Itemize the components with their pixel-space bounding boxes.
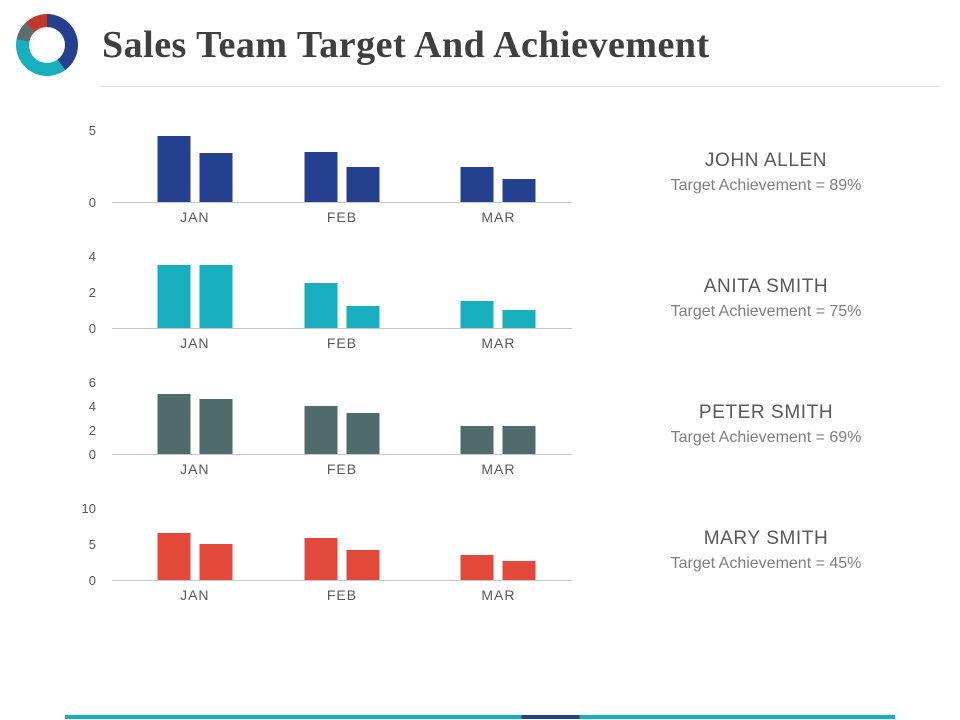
person-info: MARY SMITH Target Achievement = 45% xyxy=(572,509,960,609)
bar xyxy=(157,394,191,454)
person-name: MARY SMITH xyxy=(703,527,829,549)
bar-chart: 0 2 4 JAN FEB MAR xyxy=(66,250,572,357)
bar-group xyxy=(304,283,380,328)
chart-row: 0 5 JAN FEB MAR JOHN ALLEN Target Achievement … xyxy=(66,124,960,231)
bar-group xyxy=(157,265,233,328)
category-label: FEB xyxy=(326,209,358,225)
y-tick-label: 6 xyxy=(88,375,96,390)
achievement-caption: Target Achievement = 69% xyxy=(670,428,862,446)
bar xyxy=(199,265,233,328)
bar xyxy=(304,151,338,202)
bar-group xyxy=(157,135,233,202)
category-label: JAN xyxy=(180,461,210,477)
chart-row: 0 2 4 6 JAN FEB MAR PETER SMITH Target Achieveme… xyxy=(66,376,960,483)
bar xyxy=(199,544,233,580)
bar xyxy=(460,167,494,202)
category-label: FEB xyxy=(326,335,358,351)
bar xyxy=(460,301,494,328)
bar-group xyxy=(460,167,536,202)
slide-header: Sales Team Target And Achievement xyxy=(0,0,960,76)
y-tick-label: 5 xyxy=(88,537,96,552)
person-info: JOHN ALLEN Target Achievement = 89% xyxy=(572,131,960,231)
y-axis: 0 2 4 6 xyxy=(66,376,104,461)
person-name: ANITA SMITH xyxy=(703,275,829,297)
bar-group xyxy=(157,394,233,454)
achievement-caption: Target Achievement = 75% xyxy=(670,302,862,320)
bar-chart: 0 5 10 JAN FEB MAR xyxy=(66,502,572,609)
bar xyxy=(502,178,536,202)
page-title: Sales Team Target And Achievement xyxy=(102,24,710,66)
bar xyxy=(157,265,191,328)
person-info: ANITA SMITH Target Achievement = 75% xyxy=(572,257,960,357)
bar xyxy=(199,153,233,202)
category-label: MAR xyxy=(481,587,516,603)
plot-area: JAN FEB MAR xyxy=(112,257,572,351)
y-tick-label: 10 xyxy=(81,501,96,516)
footer-accent-stripe xyxy=(65,715,895,719)
bar-group xyxy=(304,538,380,580)
category-label: JAN xyxy=(180,335,210,351)
bar xyxy=(346,413,380,454)
person-name: JOHN ALLEN xyxy=(704,149,828,171)
bar xyxy=(346,549,380,580)
y-tick-label: 4 xyxy=(88,249,96,264)
y-tick-label: 4 xyxy=(88,399,96,414)
category-label: JAN xyxy=(180,209,210,225)
y-tick-label: 0 xyxy=(88,321,96,336)
bar-group xyxy=(304,151,380,202)
bar-chart: 0 2 4 6 JAN FEB MAR xyxy=(66,376,572,483)
bar xyxy=(199,398,233,454)
bar xyxy=(460,426,494,454)
donut-logo-icon xyxy=(16,14,78,76)
bar xyxy=(157,135,191,202)
category-label: JAN xyxy=(180,587,210,603)
chart-row: 0 5 10 JAN FEB MAR MARY SMITH Target Achievemen… xyxy=(66,502,960,609)
charts-area: 0 5 JAN FEB MAR JOHN ALLEN Target Achievement … xyxy=(0,87,960,609)
bar xyxy=(502,560,536,580)
category-label: FEB xyxy=(326,461,358,477)
y-tick-label: 2 xyxy=(88,423,96,438)
y-axis: 0 2 4 xyxy=(66,250,104,335)
bar xyxy=(502,426,536,454)
bar xyxy=(460,554,494,580)
bar-group xyxy=(304,406,380,454)
bar xyxy=(157,533,191,580)
bar xyxy=(346,167,380,202)
plot-area: JAN FEB MAR xyxy=(112,509,572,603)
bar xyxy=(304,538,338,580)
y-tick-label: 2 xyxy=(88,285,96,300)
person-name: PETER SMITH xyxy=(698,401,834,423)
y-tick-label: 5 xyxy=(88,123,96,138)
category-label: MAR xyxy=(481,209,516,225)
plot-area: JAN FEB MAR xyxy=(112,131,572,225)
person-info: PETER SMITH Target Achievement = 69% xyxy=(572,383,960,483)
y-tick-label: 0 xyxy=(88,195,96,210)
bar-group xyxy=(460,301,536,328)
plot-area: JAN FEB MAR xyxy=(112,383,572,477)
bar-chart: 0 5 JAN FEB MAR xyxy=(66,124,572,231)
y-tick-label: 0 xyxy=(88,447,96,462)
bar-group xyxy=(460,554,536,580)
bar xyxy=(346,306,380,328)
chart-row: 0 2 4 JAN FEB MAR ANITA SMITH Target Achievemen… xyxy=(66,250,960,357)
category-label: MAR xyxy=(481,461,516,477)
achievement-caption: Target Achievement = 89% xyxy=(670,176,862,194)
bar xyxy=(304,283,338,328)
bar xyxy=(502,310,536,328)
achievement-caption: Target Achievement = 45% xyxy=(670,554,862,572)
y-tick-label: 0 xyxy=(88,573,96,588)
category-label: FEB xyxy=(326,587,358,603)
bar-group xyxy=(460,426,536,454)
y-axis: 0 5 10 xyxy=(66,502,104,587)
bar xyxy=(304,406,338,454)
bar-group xyxy=(157,533,233,580)
category-label: MAR xyxy=(481,335,516,351)
title-underline xyxy=(100,86,940,87)
